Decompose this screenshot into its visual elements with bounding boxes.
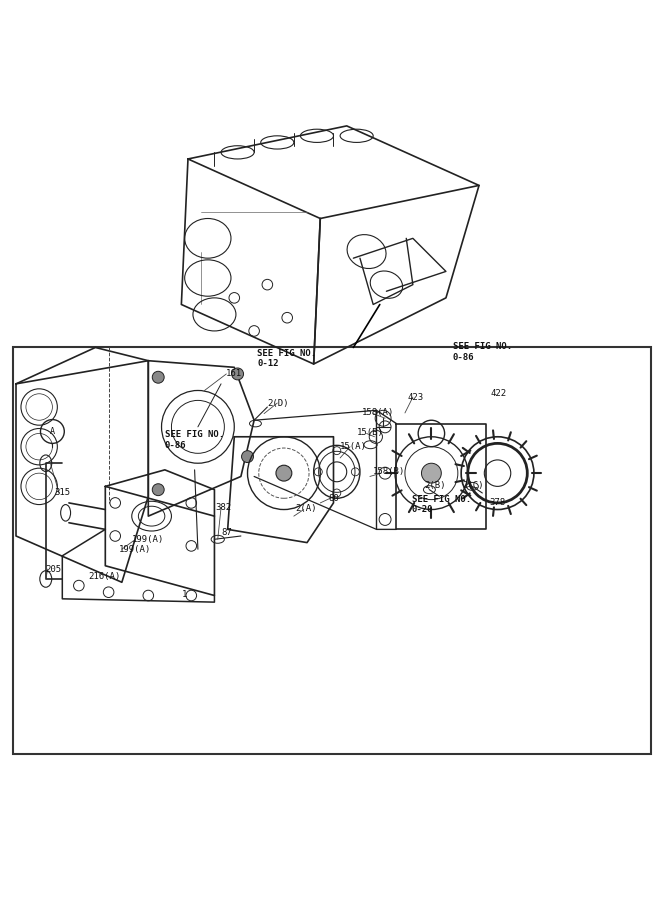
Text: 80: 80 — [329, 494, 340, 503]
Text: 199(A): 199(A) — [119, 544, 151, 554]
Text: 2(C): 2(C) — [462, 482, 484, 490]
Text: 423: 423 — [408, 392, 424, 401]
FancyBboxPatch shape — [13, 347, 651, 754]
Text: 15(B): 15(B) — [358, 428, 384, 436]
Text: 378: 378 — [490, 499, 506, 508]
Text: 1: 1 — [181, 590, 187, 598]
Circle shape — [152, 372, 164, 383]
Text: SEE FIG NO.
0-86: SEE FIG NO. 0-86 — [453, 342, 512, 362]
Text: A: A — [50, 427, 55, 436]
Circle shape — [276, 465, 292, 482]
Circle shape — [152, 483, 164, 496]
Text: 87: 87 — [221, 528, 232, 537]
Text: 2(D): 2(D) — [267, 399, 289, 408]
Text: SEE FIG NO.
0-12: SEE FIG NO. 0-12 — [257, 349, 317, 368]
Text: SEE FIG NO.
0-20: SEE FIG NO. 0-20 — [412, 494, 471, 514]
Text: 199(A): 199(A) — [132, 535, 164, 544]
Text: 15(A): 15(A) — [340, 442, 367, 451]
Text: 2(A): 2(A) — [295, 504, 317, 513]
Circle shape — [231, 368, 243, 380]
Circle shape — [422, 464, 442, 483]
Circle shape — [241, 451, 253, 463]
Text: 158(A): 158(A) — [362, 408, 394, 417]
Text: 2(B): 2(B) — [425, 482, 446, 490]
Text: 158(B): 158(B) — [374, 467, 406, 476]
Text: 382: 382 — [215, 503, 232, 512]
Text: 315: 315 — [55, 489, 71, 498]
Text: SEE FIG NO.
0-86: SEE FIG NO. 0-86 — [165, 430, 224, 450]
Text: 422: 422 — [491, 389, 507, 398]
Text: 205: 205 — [46, 564, 62, 573]
Text: 161: 161 — [226, 369, 243, 378]
Text: 216(A): 216(A) — [89, 572, 121, 581]
